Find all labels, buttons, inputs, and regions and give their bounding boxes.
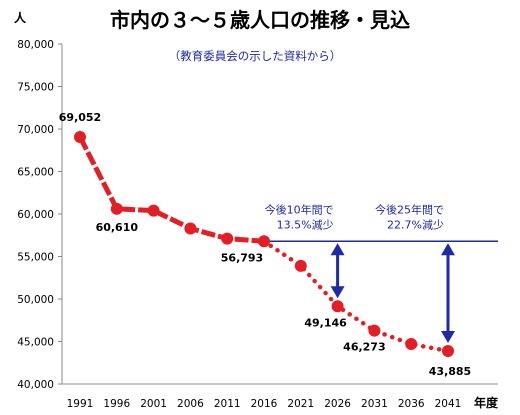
y-tick-label: 70,000 [17,124,54,136]
x-tick-label: 2001 [140,398,167,410]
y-tick-label: 45,000 [17,337,54,349]
data-point [184,222,197,235]
plot-area: 40,000 45,000 50,000 55,000 60,000 65,000 70,0… [17,39,498,410]
data-point [331,300,344,313]
x-tick-label: 2021 [287,398,314,410]
y-tick-label: 65,000 [17,167,54,179]
decrease-arrow-head-up [441,243,455,256]
y-tick-label: 55,000 [17,252,54,264]
annotation-line2: 13.5%減少 [277,217,334,231]
chart-title: 市内の３〜５歳人口の推移・見込 [110,8,410,32]
x-tick-label: 2041 [435,398,462,410]
decrease-arrow-head-up [330,243,345,256]
data-label: 60,610 [96,221,139,234]
data-label: 49,146 [304,316,347,329]
data-point [221,232,234,245]
x-tick-label: 2026 [324,398,351,410]
x-tick-label: 2016 [251,398,278,410]
data-point [110,202,123,215]
annotation-line2: 22.7%減少 [387,217,444,231]
chart-subtitle: （教育委員会の示した資料から） [169,49,342,63]
decrease-arrow-head-down [441,330,455,343]
y-axis-label: 人 [14,10,27,25]
y-tick-label: 75,000 [17,82,54,94]
x-tick-label: 1991 [67,398,94,410]
data-label: 69,052 [59,111,101,124]
decrease-arrow-head-down [330,286,345,299]
data-point [294,259,307,272]
data-point [147,204,160,217]
x-tick-label: 2036 [398,398,425,410]
data-label: 56,793 [221,251,263,264]
y-tick-label: 50,000 [17,294,54,306]
y-tick-label: 80,000 [17,39,54,51]
y-tick-label: 60,000 [17,209,54,221]
data-point [368,324,381,337]
data-label: 43,885 [429,365,471,378]
x-tick-label: 1996 [103,398,130,410]
y-tick-label: 40,000 [17,379,54,391]
series-line-actual [77,135,265,244]
data-point [405,338,418,351]
x-tick-label: 2006 [177,398,204,410]
x-axis-label: 年度 [474,395,499,410]
x-tick-label: 2011 [214,398,241,410]
data-point [74,131,86,144]
data-point [258,235,270,248]
series-line-projection [261,239,451,354]
data-label: 46,273 [343,341,385,354]
annotation-line1: 今後10年間で [265,202,334,216]
x-tick-label: 2031 [361,398,388,410]
data-point [442,344,454,357]
annotation-line1: 今後25年間で [375,202,444,216]
